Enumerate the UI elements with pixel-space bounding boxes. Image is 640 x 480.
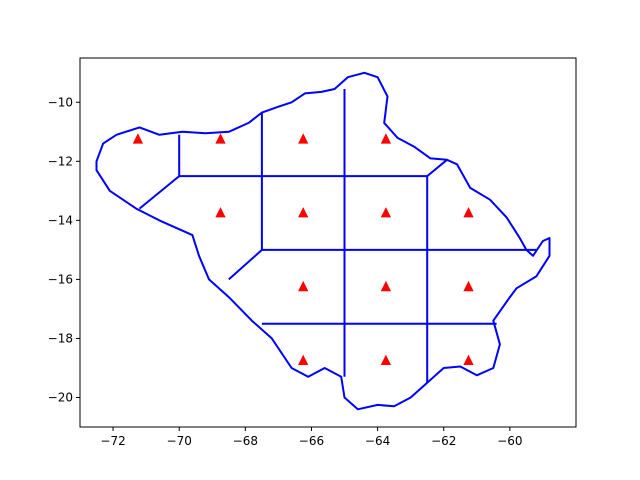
axes-frame — [79, 57, 577, 428]
x-tick-label: −62 — [431, 434, 456, 448]
triangle-marker — [298, 280, 309, 292]
triangle-marker — [380, 280, 392, 292]
x-tick-label: −60 — [497, 434, 522, 448]
x-tick-label: −72 — [100, 434, 125, 448]
region-outline — [95, 71, 551, 411]
triangle-marker — [298, 354, 309, 366]
x-tick-label: −64 — [365, 434, 390, 448]
plot-area — [95, 71, 551, 411]
cell-boundary — [179, 159, 448, 178]
x-axis: −72 −70 −68 −66 −64 −62 −60 — [100, 427, 523, 448]
y-axis: −20 −18 −16 −14 −12 −10 — [48, 95, 80, 404]
y-tick-label: −12 — [48, 154, 73, 168]
triangle-marker — [215, 133, 226, 144]
y-tick-label: −10 — [48, 95, 73, 109]
triangle-marker — [298, 133, 309, 144]
y-tick-label: −16 — [48, 272, 73, 286]
cell-boundary — [228, 112, 263, 281]
triangle-marker — [463, 207, 474, 218]
triangle-marker — [380, 207, 392, 218]
x-tick-label: −70 — [167, 434, 192, 448]
triangle-marker — [215, 207, 226, 218]
triangle-marker — [380, 354, 392, 366]
x-tick-label: −66 — [299, 434, 324, 448]
triangle-marker — [132, 133, 144, 144]
y-tick-label: −14 — [48, 213, 73, 227]
y-tick-label: −18 — [48, 331, 73, 345]
triangle-marker — [380, 133, 392, 144]
y-tick-label: −20 — [48, 390, 73, 404]
triangle-marker — [463, 280, 474, 292]
triangle-marker — [463, 354, 474, 366]
x-tick-label: −68 — [233, 434, 258, 448]
triangle-marker — [298, 207, 309, 218]
cell-boundary — [138, 134, 181, 210]
